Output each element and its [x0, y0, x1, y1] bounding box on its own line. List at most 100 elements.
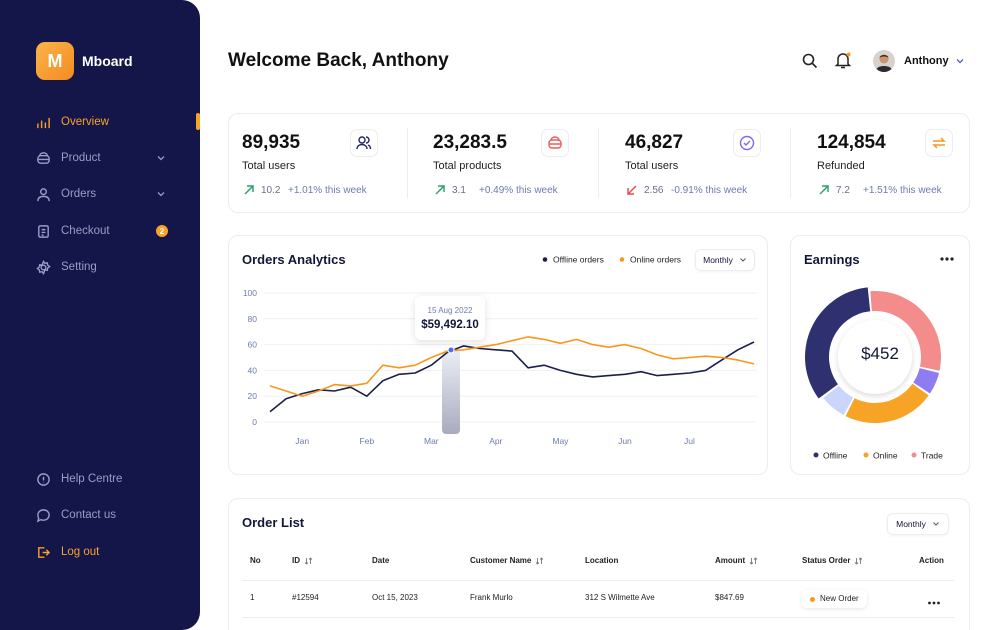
x-tick-label: Feb	[359, 436, 374, 446]
sort-icon[interactable]	[749, 556, 758, 565]
card-title: Orders Analytics	[242, 252, 346, 267]
period-select[interactable]: Monthly	[695, 249, 755, 271]
stat-icon[interactable]	[541, 129, 569, 157]
x-tick-label: Mar	[424, 436, 439, 446]
nav-item[interactable]: Log out	[36, 542, 99, 562]
table-cell: 1	[250, 593, 255, 602]
nav-label: Contact us	[61, 509, 116, 521]
sort-icon[interactable]	[854, 556, 863, 565]
column-label: Status Order	[802, 556, 851, 565]
column-header: Date	[372, 556, 389, 565]
sort-icon[interactable]	[304, 556, 313, 565]
x-tick-label: May	[552, 436, 569, 446]
chevron[interactable]	[156, 189, 166, 199]
column-header[interactable]: ID	[292, 556, 313, 565]
nav-item[interactable]: Checkout	[36, 221, 110, 241]
divider	[407, 128, 408, 198]
avatar[interactable]	[873, 50, 895, 72]
column-label: Amount	[715, 556, 746, 565]
nav-item[interactable]: Help Centre	[36, 469, 122, 489]
notification-icon[interactable]	[834, 51, 852, 69]
stat-note: -0.91% this week	[671, 185, 748, 196]
stat-value: 124,854	[817, 132, 886, 153]
orders-card	[228, 235, 768, 475]
brand: Mboard	[82, 53, 133, 69]
y-tick-label: 20	[248, 391, 258, 401]
donut-segment	[845, 383, 929, 424]
divider	[790, 128, 791, 198]
column-header[interactable]: Customer Name	[470, 556, 544, 565]
row-action[interactable]	[927, 594, 941, 605]
tooltip-date: 15 Aug 2022	[427, 305, 473, 315]
sidebar: M Mboard Overview Product Orders Checkou…	[0, 0, 200, 630]
nav-item[interactable]: Contact us	[36, 505, 116, 525]
series-line	[269, 336, 755, 397]
table-cell: 312 S Wilmette Ave	[585, 593, 655, 602]
period-label: Monthly	[896, 519, 926, 529]
card-title: Order List	[242, 515, 305, 530]
hover-highlight	[442, 350, 460, 434]
hover-point	[447, 346, 455, 354]
legend-dot	[619, 257, 625, 262]
legend-dot	[813, 452, 819, 458]
y-tick-label: 60	[248, 340, 258, 350]
column-header: No	[250, 556, 261, 565]
column-label: ID	[292, 556, 300, 565]
stats-card	[228, 113, 970, 213]
nav-label: Help Centre	[61, 473, 123, 485]
column-header[interactable]: Status Order	[802, 556, 863, 565]
x-tick-label: Jul	[684, 436, 695, 446]
legend-label: Online	[873, 451, 898, 461]
user-name[interactable]: Anthony	[904, 55, 949, 67]
tooltip: 15 Aug 2022 $59,492.10	[415, 296, 485, 340]
nav-item[interactable]: Setting	[36, 257, 97, 277]
chevron[interactable]	[955, 56, 965, 66]
donut-center	[838, 320, 912, 394]
stat-change: 7.2	[836, 185, 850, 196]
chevron[interactable]	[156, 153, 166, 163]
table-cell: Oct 15, 2023	[372, 593, 418, 602]
legend-label: Offline orders	[553, 255, 604, 265]
stat-note: +0.49% this week	[479, 185, 558, 196]
nav-item[interactable]: Orders	[36, 184, 96, 204]
divider	[598, 128, 599, 198]
y-tick-label: 80	[248, 314, 258, 324]
page-title: Welcome Back, Anthony	[228, 50, 449, 71]
status-pill: New Order	[802, 590, 867, 608]
table-cell: $847.69	[715, 593, 744, 602]
x-tick-label: Apr	[489, 436, 502, 446]
sort-icon[interactable]	[535, 556, 544, 565]
nav-label: Log out	[61, 546, 100, 558]
legend-dot	[542, 257, 548, 262]
stat-icon[interactable]	[733, 129, 761, 157]
period-label: Monthly	[703, 255, 733, 265]
column-label: Location	[585, 556, 619, 565]
column-label: No	[250, 556, 261, 565]
trend-arrow	[434, 183, 446, 195]
column-header: Action	[919, 556, 944, 565]
column-header[interactable]: Amount	[715, 556, 758, 565]
stat-icon[interactable]	[350, 129, 378, 157]
stat-value: 46,827	[625, 132, 684, 153]
tooltip-value: $59,492.10	[421, 318, 479, 331]
donut-segment	[804, 287, 871, 399]
search-icon[interactable]	[801, 52, 819, 70]
logo[interactable]: M	[36, 42, 74, 80]
column-header: Location	[585, 556, 618, 565]
status-dot	[810, 597, 815, 602]
nav-label: Product	[61, 152, 101, 164]
table-cell: Frank Murlo	[470, 593, 513, 602]
x-tick-label: Jun	[618, 436, 632, 446]
nav-item[interactable]: Overview	[36, 112, 109, 132]
stat-label: Refunded	[817, 160, 865, 172]
period-select[interactable]: Monthly	[887, 513, 949, 535]
trend-arrow	[818, 183, 830, 195]
legend-label: Trade	[921, 451, 943, 461]
nav-item[interactable]: Product	[36, 148, 101, 168]
donut-segment	[870, 291, 941, 371]
stat-icon[interactable]	[925, 129, 953, 157]
nav-label: Orders	[61, 188, 97, 200]
more-icon[interactable]	[939, 255, 955, 263]
